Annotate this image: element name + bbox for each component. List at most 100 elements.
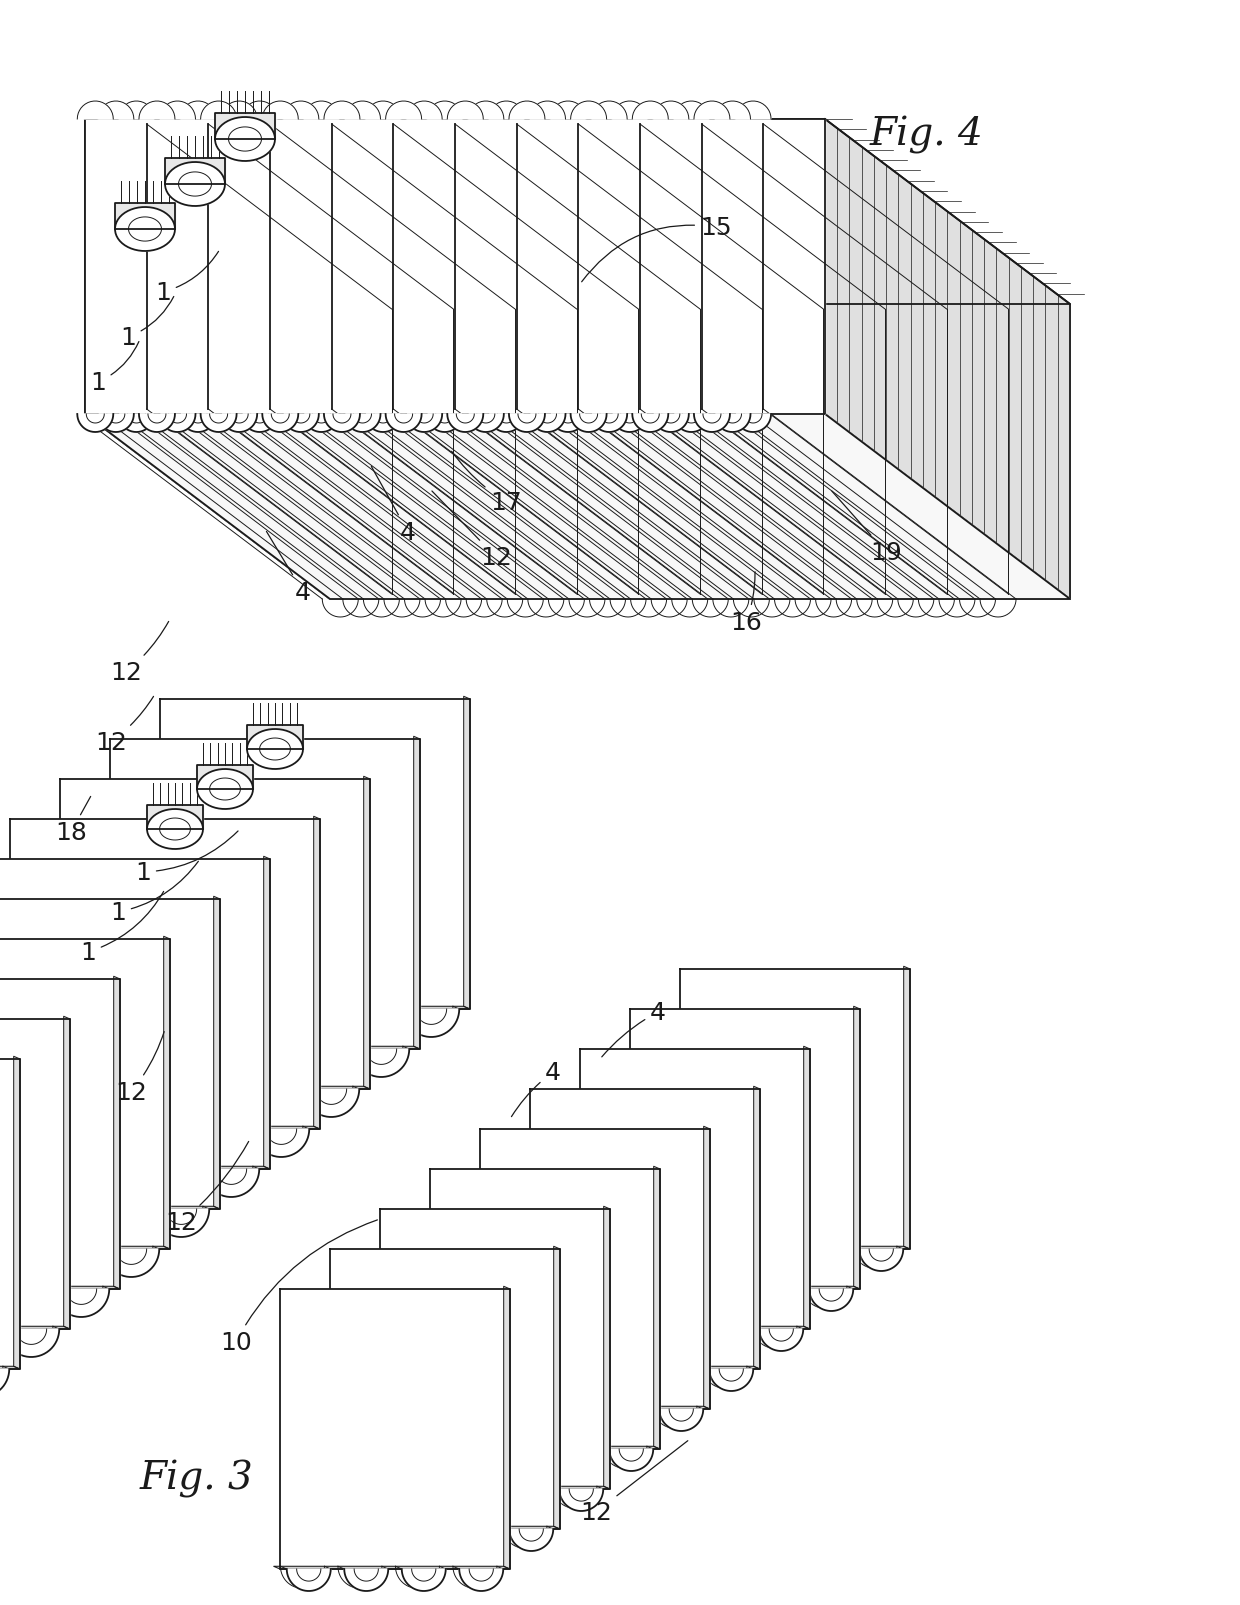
Polygon shape [0,1249,4,1278]
Polygon shape [139,103,175,120]
Polygon shape [714,103,750,120]
Polygon shape [810,1289,853,1311]
Polygon shape [604,1207,610,1489]
Polygon shape [160,103,196,120]
Polygon shape [387,1489,430,1510]
Text: Fig. 4: Fig. 4 [870,116,983,154]
Polygon shape [508,103,544,120]
Text: 1: 1 [81,892,164,965]
Polygon shape [554,1247,560,1530]
Polygon shape [98,1130,154,1157]
Polygon shape [510,1530,553,1550]
Polygon shape [365,414,401,433]
Polygon shape [379,1209,610,1489]
Polygon shape [652,1369,696,1392]
Text: 17: 17 [451,453,522,515]
Polygon shape [4,1329,60,1358]
Polygon shape [0,1207,219,1209]
Polygon shape [314,817,320,1130]
Polygon shape [825,120,1070,600]
Polygon shape [474,1406,711,1409]
Polygon shape [601,1409,646,1432]
Polygon shape [86,120,330,600]
Polygon shape [529,103,565,120]
Polygon shape [0,1209,55,1237]
Polygon shape [502,1489,546,1510]
Polygon shape [324,414,360,433]
Polygon shape [551,103,587,120]
Text: 12: 12 [110,623,169,685]
Text: 1: 1 [120,297,174,350]
Polygon shape [735,414,771,433]
Polygon shape [201,414,237,433]
Polygon shape [487,1409,531,1432]
Text: 4: 4 [601,1000,666,1058]
Polygon shape [164,937,170,1249]
Polygon shape [427,103,463,120]
Polygon shape [263,103,299,120]
Polygon shape [652,414,689,433]
Polygon shape [653,1167,660,1449]
Polygon shape [414,737,420,1050]
Polygon shape [86,120,1070,305]
Polygon shape [118,103,155,120]
Polygon shape [394,1530,438,1550]
Polygon shape [407,103,443,120]
Polygon shape [180,103,216,120]
Polygon shape [71,1090,126,1117]
Polygon shape [754,1087,760,1369]
Polygon shape [489,103,525,120]
Polygon shape [859,1249,903,1271]
Text: 12: 12 [95,697,154,754]
Polygon shape [326,1010,382,1037]
Polygon shape [86,120,825,414]
Polygon shape [751,1289,796,1311]
Text: 4: 4 [371,467,415,544]
Polygon shape [467,103,503,120]
Polygon shape [120,1050,177,1077]
Polygon shape [570,414,606,433]
Polygon shape [544,1409,588,1432]
Polygon shape [694,103,730,120]
Polygon shape [587,1329,631,1351]
Polygon shape [304,103,340,120]
Polygon shape [0,1289,32,1318]
Polygon shape [114,977,120,1289]
Polygon shape [148,806,203,830]
Polygon shape [98,103,134,120]
Text: 4: 4 [511,1061,560,1117]
Polygon shape [632,103,668,120]
Polygon shape [386,103,422,120]
Polygon shape [103,1249,159,1278]
Polygon shape [714,414,750,433]
Polygon shape [324,103,360,120]
Polygon shape [624,1287,861,1289]
Polygon shape [330,305,1070,600]
Polygon shape [275,1050,332,1077]
Polygon shape [345,1570,388,1591]
Polygon shape [480,1130,711,1409]
Polygon shape [436,1449,481,1472]
Polygon shape [503,1287,510,1570]
Polygon shape [247,730,303,769]
Polygon shape [448,414,484,433]
Polygon shape [215,114,275,140]
Polygon shape [735,103,771,120]
Polygon shape [523,1366,760,1369]
Polygon shape [171,1010,227,1037]
Polygon shape [330,1249,560,1530]
Polygon shape [226,1090,281,1117]
Polygon shape [197,769,253,809]
Polygon shape [286,1570,331,1591]
Polygon shape [489,414,525,433]
Polygon shape [673,1247,910,1249]
Polygon shape [580,1050,810,1329]
Polygon shape [154,1209,210,1237]
Polygon shape [802,1249,846,1271]
Polygon shape [242,414,278,433]
Polygon shape [197,766,253,790]
Text: 12: 12 [165,1141,249,1234]
Polygon shape [363,777,370,1090]
Polygon shape [165,164,224,207]
Polygon shape [551,414,587,433]
